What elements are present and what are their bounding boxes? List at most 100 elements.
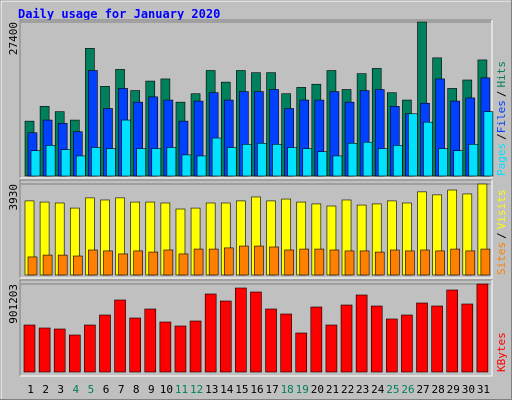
bar <box>84 324 96 373</box>
legend-separator: / <box>495 133 508 140</box>
bar <box>226 147 237 177</box>
bar <box>431 305 443 373</box>
bar <box>91 147 101 177</box>
x-tick-label: 17 <box>265 383 278 396</box>
bar <box>453 150 464 177</box>
x-tick-label: 21 <box>326 383 339 396</box>
x-tick-label: 9 <box>148 383 155 396</box>
bar <box>148 251 159 276</box>
bar <box>38 327 51 373</box>
x-tick-label: 20 <box>311 383 324 396</box>
x-tick-label: 18 <box>281 383 294 396</box>
bar <box>269 246 279 276</box>
x-tick-label: 3 <box>57 383 64 396</box>
bar <box>60 149 71 177</box>
bar <box>75 155 86 177</box>
bar <box>280 313 292 373</box>
bar <box>219 300 232 373</box>
panel-bevel <box>20 280 493 377</box>
bar <box>370 305 383 373</box>
bar <box>136 148 146 177</box>
x-tick-label: 5 <box>88 383 95 396</box>
panel-bevel <box>20 20 493 179</box>
bar <box>254 245 264 276</box>
legend-entry: Pages <box>495 143 508 176</box>
bar <box>133 250 143 276</box>
bar <box>435 250 445 276</box>
bar <box>359 250 370 276</box>
bar <box>72 255 83 276</box>
bar <box>450 248 461 276</box>
bar <box>416 302 428 373</box>
bar <box>235 287 247 373</box>
bar <box>211 137 222 177</box>
bar <box>317 151 328 177</box>
bar <box>476 283 489 373</box>
panel-bevel <box>19 19 492 178</box>
x-tick-label: 30 <box>462 383 475 396</box>
bar <box>42 254 53 276</box>
bar <box>465 250 476 276</box>
x-tick-label: 14 <box>220 383 234 396</box>
bar <box>344 250 355 276</box>
bar <box>287 147 297 177</box>
x-tick-label: 4 <box>73 383 80 396</box>
y-tick-label: 3930 <box>7 184 20 211</box>
series-label: Sites / Visits <box>495 190 508 276</box>
bar <box>340 304 353 373</box>
x-tick-label: 26 <box>401 383 414 396</box>
bar <box>265 308 277 373</box>
bar <box>310 306 323 373</box>
panel-bevel <box>19 279 492 376</box>
bar <box>99 314 111 373</box>
bar <box>163 249 174 276</box>
bar <box>295 332 308 373</box>
bar <box>483 111 494 177</box>
bar <box>438 148 448 177</box>
bar <box>386 318 398 373</box>
bar <box>208 248 219 276</box>
legend-entry: Sites <box>495 242 508 275</box>
series-label: KBytes <box>495 332 508 372</box>
bar <box>178 253 189 276</box>
bar <box>103 250 113 276</box>
x-tick-label: 8 <box>133 383 140 396</box>
chart-title: Daily usage for January 2020 <box>18 7 220 21</box>
x-tick-label: 15 <box>235 383 248 396</box>
bar <box>390 249 400 276</box>
bar <box>166 147 177 177</box>
series-label: Pages/Files/Hits <box>495 61 508 176</box>
legend-entry: Visits <box>495 190 508 230</box>
bar <box>446 289 459 373</box>
bar <box>408 113 418 177</box>
bar <box>272 144 282 177</box>
bar <box>204 293 217 373</box>
bar <box>299 248 310 276</box>
bar <box>159 321 172 373</box>
x-tick-label: 12 <box>190 383 203 396</box>
bar <box>468 144 479 177</box>
bar <box>401 314 413 373</box>
x-tick-label: 11 <box>175 383 188 396</box>
bar <box>314 248 325 276</box>
x-tick-label: 13 <box>205 383 218 396</box>
legend-entry: Hits <box>495 61 508 88</box>
x-tick-label: 6 <box>103 383 110 396</box>
bar <box>325 324 338 373</box>
panel-bevel <box>20 180 493 279</box>
x-tick-label: 10 <box>160 383 173 396</box>
bar <box>393 145 403 177</box>
bar <box>196 155 207 177</box>
bar <box>362 141 373 177</box>
bar <box>144 308 157 373</box>
x-tick-label: 19 <box>296 383 309 396</box>
bar <box>129 317 141 373</box>
bar <box>329 249 340 276</box>
bar <box>106 148 116 177</box>
x-tick-label: 27 <box>416 383 429 396</box>
bar <box>181 154 192 177</box>
legend-entry: Files <box>495 100 508 133</box>
